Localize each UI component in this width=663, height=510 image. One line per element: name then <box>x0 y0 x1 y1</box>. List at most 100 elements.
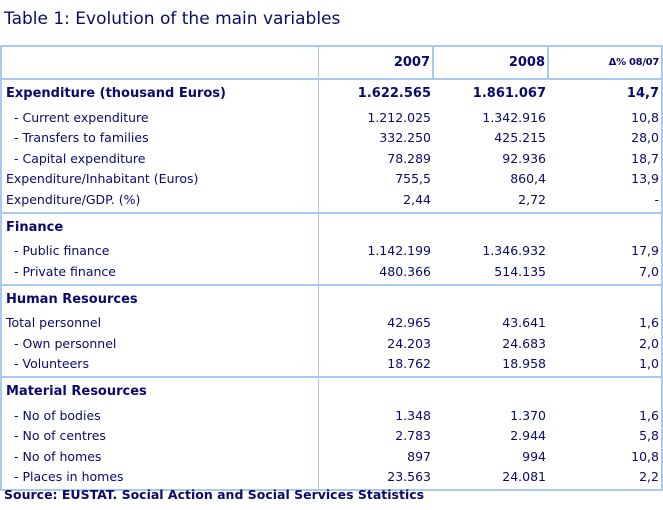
source-note: Source: EUSTAT. Social Action and Social… <box>4 487 425 502</box>
header-2007: 2007 <box>318 45 434 80</box>
row-value: 92.936 <box>502 150 546 166</box>
row-value: 514.135 <box>494 263 546 279</box>
row-value: 1.212.025 <box>367 109 431 125</box>
row-value: 10,8 <box>548 107 663 128</box>
section-value <box>548 212 663 241</box>
divider-cell <box>0 281 319 286</box>
table-row: Expenditure/GDP. (%) 2,44 2,72- <box>0 189 663 210</box>
row-label: - No of bodies <box>0 405 319 426</box>
table-row: - Transfers to families 332.250 425.215 28,… <box>0 127 663 148</box>
row-value: 13,9 <box>548 168 663 189</box>
divider-cell <box>0 209 319 214</box>
row-value: 2,72 <box>518 191 546 207</box>
row-value: 18.762 <box>387 356 431 372</box>
divider-cell <box>433 487 548 491</box>
row-value: 480.366 <box>379 263 431 279</box>
row-value: 43.641 <box>502 315 546 331</box>
row-value: 994 <box>522 448 546 464</box>
table-row: Total personnel 42.965 43.641 1,6 <box>0 312 663 333</box>
section-divider <box>0 281 663 286</box>
table-row: - No of centres 2.783 2.944 5,8 <box>0 425 663 446</box>
row-value: 1.142.199 <box>367 243 431 259</box>
row-value: 78.289 <box>387 150 431 166</box>
row-value: 18,7 <box>548 148 663 169</box>
row-value: - <box>548 189 663 210</box>
section-value <box>318 285 433 313</box>
row-value: 10,8 <box>548 446 663 467</box>
section-value <box>548 284 663 313</box>
row-value: 1,6 <box>548 312 663 333</box>
row-label: - Transfers to families <box>0 127 319 148</box>
section-title: Material Resources <box>0 377 319 405</box>
section-value <box>433 213 548 241</box>
row-value: 2.944 <box>510 428 546 444</box>
section-value <box>433 285 548 313</box>
divider-cell <box>433 281 548 286</box>
divider-cell <box>0 374 319 378</box>
table-row: - Volunteers 18.762 18.958 1,0 <box>0 353 663 374</box>
row-label: - No of centres <box>0 425 319 446</box>
section-divider <box>0 374 663 378</box>
section-value: 1.861.067 <box>472 86 546 101</box>
section-value: 14,7 <box>548 79 663 107</box>
row-value: 24.683 <box>502 335 546 351</box>
row-label: Total personnel <box>0 312 319 333</box>
row-value: 28,0 <box>548 127 663 148</box>
header-change: Δ% 08/07 <box>548 45 663 80</box>
section-header-row: Material Resources <box>0 377 663 405</box>
row-value: 2.783 <box>395 428 431 444</box>
row-value: 2,0 <box>548 333 663 354</box>
row-label: - Current expenditure <box>0 107 319 128</box>
section-value <box>318 377 433 405</box>
table-row: - Own personnel 24.203 24.683 2,0 <box>0 333 663 354</box>
section-value <box>318 213 433 241</box>
row-label: - Private finance <box>0 261 319 282</box>
section-title: Expenditure (thousand Euros) <box>0 79 319 107</box>
row-value: 42.965 <box>387 315 431 331</box>
section-value: 1.622.565 <box>357 86 431 101</box>
section-divider <box>0 487 663 491</box>
table-row: - No of bodies 1.348 1.370 1,6 <box>0 405 663 426</box>
section-header-row: Expenditure (thousand Euros) 1.622.565 1.8… <box>0 79 663 107</box>
row-value: 5,8 <box>548 425 663 446</box>
section-value <box>433 377 548 405</box>
row-value: 897 <box>407 448 431 464</box>
row-value: 1,6 <box>548 405 663 426</box>
header-empty <box>0 45 319 80</box>
row-label: - Public finance <box>0 240 319 261</box>
table-row: - Capital expenditure 78.289 92.936 18,7 <box>0 148 663 169</box>
divider-cell <box>433 374 548 378</box>
row-value: 2,44 <box>403 191 431 207</box>
divider-cell <box>548 374 663 378</box>
section-header-row: Finance <box>0 212 663 241</box>
row-label: Expenditure/GDP. (%) <box>0 189 319 210</box>
divider-cell <box>433 209 548 214</box>
table-row: - Private finance 480.366 514.135 7,0 <box>0 261 663 282</box>
row-label: - Capital expenditure <box>0 148 319 169</box>
row-label: - Places in homes <box>0 466 319 487</box>
section-value <box>548 377 663 405</box>
divider-cell <box>318 374 433 378</box>
row-value: 1.342.916 <box>482 109 546 125</box>
divider-cell <box>0 487 319 491</box>
divider-cell <box>548 281 663 286</box>
row-value: 332.250 <box>379 130 431 146</box>
row-value: 860,4 <box>510 171 546 187</box>
row-value: 1,0 <box>548 353 663 374</box>
row-value: 755,5 <box>395 171 431 187</box>
row-value: 1.346.932 <box>482 243 546 259</box>
section-header-row: Human Resources <box>0 284 663 313</box>
header-row: 2007 2008 Δ% 08/07 <box>0 45 663 80</box>
section-divider <box>0 209 663 214</box>
row-value: 1.348 <box>395 407 431 423</box>
section-title: Human Resources <box>0 284 319 313</box>
row-value: 1.370 <box>510 407 546 423</box>
main-variables-table: 2007 2008 Δ% 08/07 Expenditure (thousand… <box>0 45 663 491</box>
table-row: - No of homes 897 994 10,8 <box>0 446 663 467</box>
row-label: Expenditure/Inhabitant (Euros) <box>0 168 319 189</box>
row-label: - No of homes <box>0 446 319 467</box>
table-row: - Places in homes 23.563 24.081 2,2 <box>0 466 663 487</box>
row-value: 23.563 <box>387 469 431 485</box>
row-label: - Own personnel <box>0 333 319 354</box>
row-value: 7,0 <box>548 261 663 282</box>
